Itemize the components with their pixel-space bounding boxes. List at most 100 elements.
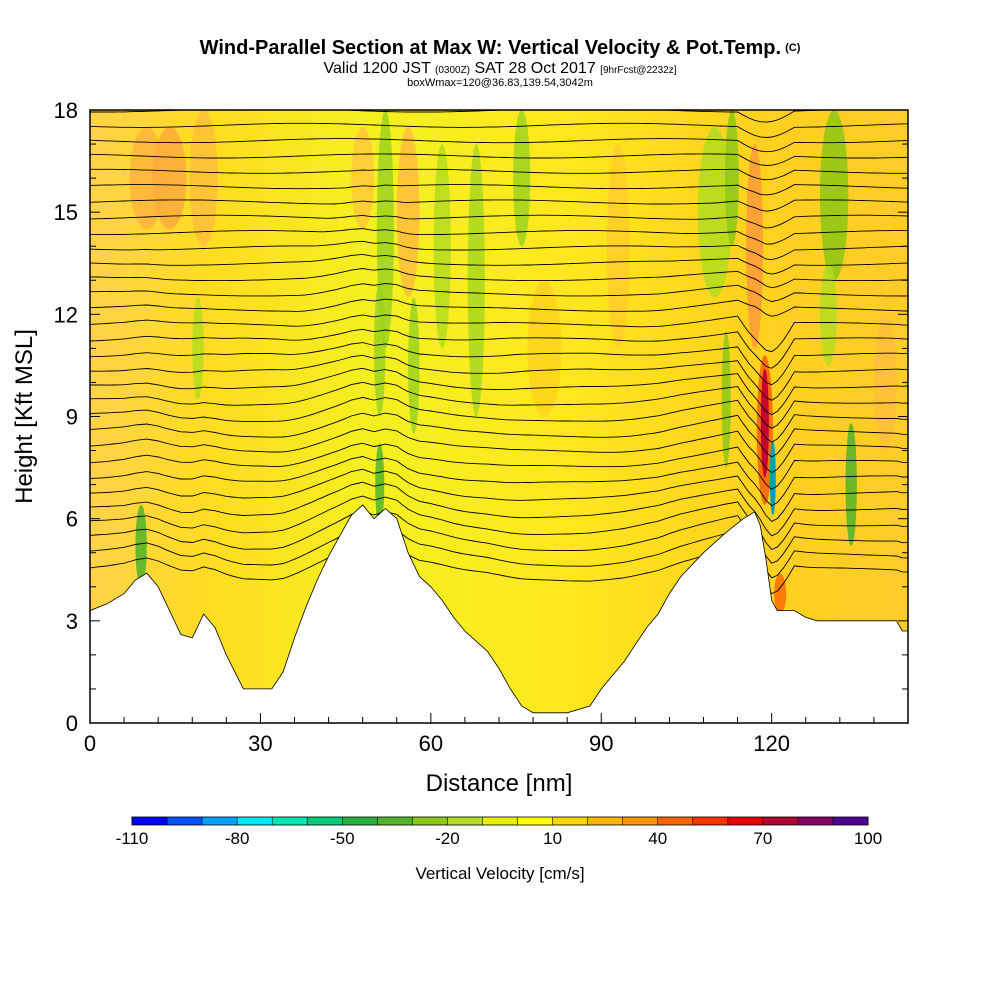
velocity-blob [819,263,837,366]
theta-contour [90,228,908,245]
x-tick-label: 90 [589,731,613,756]
colorbar-swatch [272,817,308,825]
theta-contour [90,328,908,369]
downdraft-core [769,440,776,516]
colorbar-swatch [412,817,448,825]
theta-contour [90,442,908,490]
y-axis-label: Height [Kft MSL] [11,329,38,504]
colorbar-tick-label: -20 [435,829,460,848]
colorbar-title: Vertical Velocity [cm/s] [415,864,585,883]
colorbar-swatch [797,817,834,825]
velocity-blob [408,297,420,434]
theta-contour [90,93,908,106]
terrain [90,504,908,723]
colorbar-swatch [587,817,624,825]
theta-contour [90,428,908,474]
theta-contour [90,342,908,386]
colorbar-swatch [167,817,203,825]
y-tick-label: 12 [54,302,78,327]
colorbar-tick-label: -80 [225,829,250,848]
velocity-blob [819,110,849,281]
velocity-blob [467,144,485,417]
colorbar-swatch [517,817,554,825]
theta-contour [90,184,908,196]
theta-contour [90,367,908,416]
theta-contour [90,481,908,537]
colorbar-swatch [482,817,519,825]
colorbar-tick-label: -50 [330,829,355,848]
velocity-blob [152,127,187,230]
y-tick-label: 18 [54,98,78,123]
theta-contour [90,268,908,289]
theta-contour [90,526,908,579]
chart-box-info: boxWmax=120@36.83,139.54,3042m [407,77,593,89]
theta-contour [90,153,908,166]
velocity-blob [192,297,204,400]
colorbar-swatch [342,817,378,825]
colorbar-swatch [622,817,659,825]
theta-contour [90,240,908,261]
colorbar-swatch [727,817,764,825]
velocity-blob [527,280,562,417]
theta-contour [90,412,908,458]
x-tick-label: 30 [248,731,272,756]
plot-frame [89,109,909,724]
colorbar-swatch [237,817,273,825]
theta-contour [90,381,908,429]
colorbar-swatch [762,817,799,825]
theta-contour [90,456,908,507]
x-tick-label: 0 [84,731,96,756]
theta-contour [90,495,908,551]
velocity-blob [721,331,731,468]
y-tick-label: 3 [66,609,78,634]
y-tick-label: 15 [54,200,78,225]
colorbar-tick-label: 10 [543,829,562,848]
y-tick-label: 6 [66,507,78,532]
colorbar-tick-label: -110 [116,829,149,848]
colorbar-swatch [307,817,343,825]
colorbar-swatch [447,817,483,825]
velocity-blob [374,280,386,417]
velocity-blob [351,127,375,230]
velocity-blob [845,423,857,546]
chart-subtitle: Valid 1200 JST (0300Z) SAT 28 Oct 2017 [… [323,60,677,77]
theta-contour [90,396,908,443]
velocity-blob [513,110,531,247]
theta-contour [90,283,908,302]
x-tick-label: 60 [419,731,443,756]
velocity-blob [433,144,451,349]
colorbar-tick-label: 100 [854,829,882,848]
colorbar-swatch [832,817,869,825]
theta-contour [90,542,908,595]
plot-area [90,77,908,723]
velocity-blob [189,110,218,247]
y-tick-label: 9 [66,405,78,430]
theta-contour [90,168,908,181]
colorbar-tick-label: 40 [648,829,667,848]
colorbar-swatch [692,817,729,825]
theta-contour [90,199,908,212]
x-axis-label: Distance [nm] [426,770,573,797]
velocity-blob [746,144,764,349]
colorbar-swatch [202,817,238,825]
chart-title: Wind-Parallel Section at Max W: Vertical… [199,37,801,59]
theta-contour [90,122,908,138]
theta-contour [90,253,908,275]
velocity-blob [873,314,897,451]
colorbar-tick-label: 70 [753,829,772,848]
colorbar-swatch [552,817,589,825]
theta-contour [90,314,908,353]
velocity-blob [135,505,147,587]
theta-contour [90,214,908,229]
velocity-blob [725,110,739,247]
colorbar-swatch [377,817,413,825]
theta-contour [90,298,908,317]
y-tick-label: 0 [66,711,78,736]
theta-contour [90,77,908,88]
theta-contour [90,138,908,153]
theta-contour [90,354,908,401]
colorbar-swatch [132,817,168,825]
x-tick-label: 120 [753,731,790,756]
theta-contour [90,468,908,522]
